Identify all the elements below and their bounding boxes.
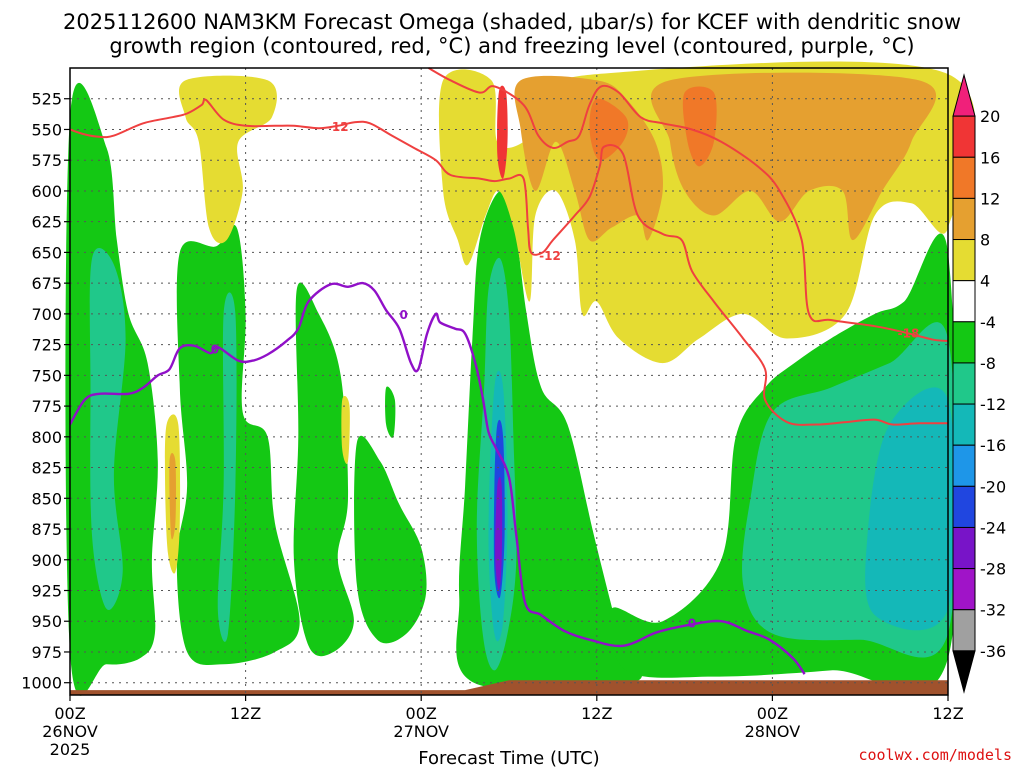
colorbar-swatch-bottom (952, 650, 976, 694)
omega-region-sink-early-small-core (169, 452, 177, 540)
colorbar-swatch-2 (952, 156, 976, 199)
x-date-label-48: 28NOV (745, 722, 801, 741)
freezing-level-contour-0 (68, 281, 806, 675)
freezing-contour-label: 0 (399, 308, 407, 322)
colorbar-label: -12 (980, 395, 1006, 414)
omega-region-rise-day2-pre (293, 282, 354, 657)
freezing-contour-label: 0 (688, 616, 696, 630)
colorbar-swatch-13 (952, 609, 976, 652)
colorbar-label: -24 (980, 518, 1006, 537)
dendritic-contour-0 (69, 98, 949, 426)
y-tick-label-950: 950 (31, 612, 62, 631)
dendritic-contour-label: -12 (327, 120, 349, 134)
pressure-axis: 525 550 575 600 625 650 675 700 725 750 775 800 825 8… (21, 90, 70, 693)
y-tick-label-625: 625 (31, 213, 62, 232)
chart-title-line-2: growth region (contoured, red, °C) and f… (109, 34, 914, 58)
terrain-surface (70, 680, 948, 695)
colorbar-label: -8 (980, 354, 996, 373)
colorbar-swatch-4 (952, 239, 976, 282)
x-tick-label-48: 00Z (757, 704, 788, 723)
plot-frame (69, 67, 949, 696)
y-tick-label-775: 775 (31, 397, 62, 416)
y-tick-label-850: 850 (31, 489, 62, 508)
omega-region-rise-late-cyan (865, 387, 957, 631)
y-tick-label-700: 700 (31, 305, 62, 324)
omega-region-sink-mid-small (341, 396, 350, 464)
dendritic-contour-label: -18 (898, 326, 920, 340)
omega-region-rise-day2-b (385, 386, 396, 438)
y-tick-label-800: 800 (31, 428, 62, 447)
omega-region-rise-left-core (89, 248, 126, 611)
y-tick-label-975: 975 (31, 643, 62, 662)
colorbar-swatch-11 (952, 526, 976, 570)
x-tick-label-60: 12Z (932, 704, 963, 723)
omega-region-sink-day2-orange-b (650, 72, 937, 241)
chart-title-line-1: 2025112600 NAM3KM Forecast Omega (shaded… (63, 10, 961, 34)
colorbar-label: -16 (980, 436, 1006, 455)
y-tick-label-650: 650 (31, 243, 62, 262)
colorbar-swatch-3 (952, 197, 976, 241)
colorbar-label: 4 (980, 272, 990, 291)
colorbar-swatch-7 (952, 362, 976, 405)
colorbar-label: 16 (980, 148, 1000, 167)
x-date-label-24: 27NOV (393, 722, 449, 741)
x-tick-label-0: 00Z (54, 704, 85, 723)
colorbar-swatch-9 (952, 444, 976, 487)
x-tick-label-12: 12Z (230, 704, 261, 723)
y-tick-label-725: 725 (31, 336, 62, 355)
colorbar-swatch-1 (952, 115, 976, 158)
terrain-fill (70, 680, 948, 695)
x-year-label-0: 2025 (50, 740, 91, 759)
y-tick-label-550: 550 (31, 120, 62, 139)
omega-region-rise-mid (176, 224, 300, 665)
y-tick-label-825: 825 (31, 459, 62, 478)
colorbar-label: 20 (980, 107, 1000, 126)
colorbar-label: 8 (980, 231, 990, 250)
omega-region-sink-early-upper (178, 75, 277, 244)
omega-shading (65, 61, 976, 696)
colorbar-label: 12 (980, 189, 1000, 208)
x-tick-label-24: 00Z (406, 704, 437, 723)
omega-region-sink-day2-red (497, 85, 508, 179)
y-tick-label-900: 900 (31, 551, 62, 570)
colorbar-swatch-5 (952, 280, 976, 323)
colorbar-label: -20 (980, 477, 1006, 496)
omega-region-rise-main-band-purple (495, 477, 503, 591)
x-axis-label: Forecast Time (UTC) (418, 748, 599, 768)
colorbar-label: -28 (980, 560, 1006, 579)
credit-text: coolwx.com/models (858, 746, 1012, 764)
y-tick-label-925: 925 (31, 582, 62, 601)
freezing-contour-label: 0 (211, 342, 219, 356)
omega-region-rise-day2-a (354, 435, 427, 644)
y-tick-label-600: 600 (31, 182, 62, 201)
omega-region-sink-day2-orange-c (589, 98, 629, 161)
colorbar-label: -4 (980, 313, 996, 332)
colorbar-label: -32 (980, 601, 1006, 620)
omega-region-sink-day2-orange-d (682, 86, 717, 167)
y-tick-label-750: 750 (31, 366, 62, 385)
y-tick-label-875: 875 (31, 520, 62, 539)
colorbar-swatch-12 (952, 568, 976, 611)
y-tick-label-575: 575 (31, 151, 62, 170)
dendritic-contour-label: -12 (539, 249, 561, 263)
x-tick-label-36: 12Z (581, 704, 612, 723)
colorbar-label: -36 (980, 642, 1006, 661)
colorbar-swatch-10 (952, 485, 976, 528)
dendritic-contour-1 (428, 67, 949, 342)
y-tick-label-675: 675 (31, 274, 62, 293)
colorbar-swatch-8 (952, 403, 976, 446)
y-tick-label-1000: 1000 (21, 674, 62, 693)
contour-lines: -12 -12 -18 0 0 0 (68, 67, 949, 675)
omega-region-rise-mid-core (217, 292, 237, 642)
colorbar: 20 16 12 8 4 -4 -8 -12 -16 -20 -24 -28 -32 -36 (952, 73, 1006, 694)
y-tick-label-525: 525 (31, 90, 62, 109)
x-date-label-0: 26NOV (42, 722, 98, 741)
colorbar-swatch-6 (952, 321, 976, 364)
